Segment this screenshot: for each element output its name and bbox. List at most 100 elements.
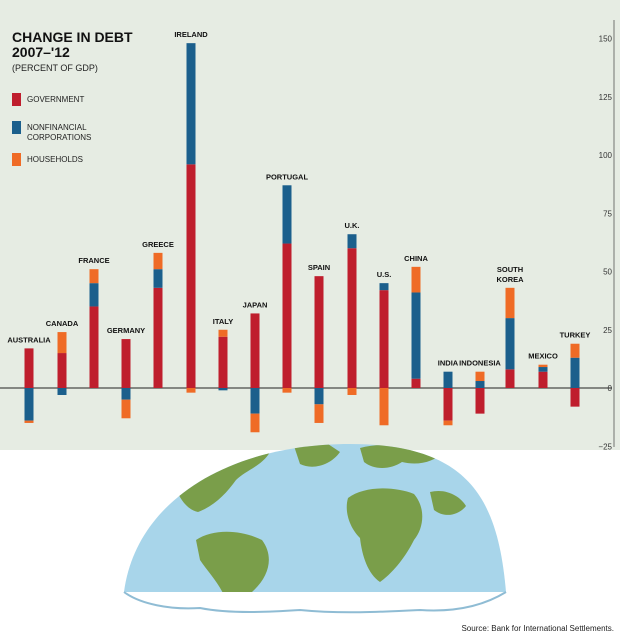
y-tick-label-150: 150 — [599, 35, 613, 44]
bar-segment-government-0 — [24, 348, 34, 388]
bar-segment-households-1 — [57, 332, 67, 354]
bar-segment-households-13 — [443, 420, 453, 426]
bar-segment-households-5 — [186, 388, 196, 393]
bar-segment-households-0 — [24, 420, 34, 423]
legend-label-corporations: NONFINANCIAL CORPORATIONS — [27, 123, 92, 142]
continent-south-america — [196, 531, 269, 592]
country-label-12-0: CHINA — [404, 254, 428, 263]
country-label-15-1: KOREA — [496, 275, 524, 284]
country-label-10-0: U.K. — [345, 221, 360, 230]
legend-swatch-households — [12, 153, 21, 166]
chart-title: CHANGE IN DEBT 2007–'12 — [12, 30, 133, 60]
country-label-7-0: JAPAN — [243, 300, 268, 309]
bar-segment-households-10 — [347, 388, 357, 395]
bar-segment-households-14 — [475, 371, 485, 382]
bar-segment-nonfinancial-7 — [250, 388, 260, 414]
country-label-17-0: TURKEY — [560, 331, 591, 340]
bar-segment-government-4 — [153, 287, 163, 388]
country-label-15-0: SOUTH — [497, 265, 523, 274]
legend-label-government: GOVERNMENT — [27, 95, 85, 104]
bar-segment-nonfinancial-15 — [505, 318, 515, 370]
bar-segment-nonfinancial-3 — [121, 388, 131, 400]
country-label-5-0: IRELAND — [174, 30, 208, 39]
bar-segment-nonfinancial-13 — [443, 371, 453, 388]
bar-segment-government-17 — [570, 388, 580, 407]
chart-subtitle: (PERCENT OF GDP) — [12, 63, 98, 73]
country-labels-layer: AUSTRALIA CANADA FRANCE GERMANY GREECE IRELAN… — [7, 30, 590, 368]
y-tick-label-0: 0 — [608, 384, 613, 393]
bar-segment-nonfinancial-11 — [379, 283, 389, 291]
bar-segment-households-6 — [218, 329, 228, 337]
bar-segment-government-16 — [538, 371, 548, 388]
country-label-11-0: U.S. — [377, 270, 392, 279]
bar-segment-nonfinancial-8 — [282, 185, 292, 244]
country-label-3-0: GERMANY — [107, 326, 145, 335]
country-label-8-0: PORTUGAL — [266, 172, 309, 181]
country-label-2-0: FRANCE — [78, 256, 109, 265]
bar-segment-nonfinancial-12 — [411, 292, 421, 379]
bar-segment-government-12 — [411, 378, 421, 388]
title-line-1: CHANGE IN DEBT — [12, 29, 133, 45]
bar-segment-nonfinancial-1 — [57, 388, 67, 395]
bar-segment-households-2 — [89, 269, 99, 284]
bar-segment-nonfinancial-5 — [186, 43, 196, 165]
bar-segment-nonfinancial-2 — [89, 283, 99, 307]
bar-segment-households-17 — [570, 343, 580, 358]
country-label-13-0: INDIA — [438, 359, 459, 368]
bar-segment-nonfinancial-17 — [570, 357, 580, 388]
bar-segment-nonfinancial-10 — [347, 234, 357, 249]
bar-segment-households-3 — [121, 399, 131, 419]
country-label-1-0: CANADA — [46, 319, 79, 328]
bar-segment-nonfinancial-0 — [24, 388, 34, 421]
country-label-14-0: INDONESIA — [459, 359, 501, 368]
bar-segment-nonfinancial-6 — [218, 388, 228, 391]
bar-segment-households-11 — [379, 388, 389, 426]
bar-segment-government-1 — [57, 353, 67, 388]
debt-bar-chart: −25 0 25 50 75 100 125 150 AUSTRALIA CANADA FRANC… — [0, 20, 615, 451]
bar-segment-households-7 — [250, 413, 260, 433]
bar-segment-government-3 — [121, 339, 131, 388]
country-label-0-0: AUSTRALIA — [7, 335, 51, 344]
bar-segment-government-5 — [186, 164, 196, 388]
y-tick-label-25: 25 — [603, 326, 612, 335]
country-label-4-0: GREECE — [142, 240, 174, 249]
bar-segment-government-8 — [282, 243, 292, 388]
globe-cloth-fold — [123, 591, 507, 614]
country-label-16-0: MEXICO — [528, 352, 558, 361]
bar-segment-households-8 — [282, 388, 292, 393]
y-tick-label-75: 75 — [603, 209, 612, 218]
bar-segment-nonfinancial-14 — [475, 381, 485, 388]
country-label-6-0: ITALY — [213, 317, 233, 326]
y-ticks-layer: −25 0 25 50 75 100 125 150 — [598, 35, 612, 451]
continent-africa — [346, 488, 423, 582]
chart-panel — [0, 0, 620, 450]
bar-segment-households-9 — [314, 404, 324, 423]
y-tick-label-125: 125 — [599, 93, 613, 102]
continent-arabia — [430, 490, 466, 515]
legend-label-households: HOUSEHOLDS — [27, 155, 84, 164]
bar-segment-households-4 — [153, 252, 163, 270]
title-line-2: 2007–'12 — [12, 44, 70, 60]
bar-segment-households-15 — [505, 287, 515, 319]
continent-greenland — [294, 444, 340, 467]
bar-segment-government-9 — [314, 276, 324, 388]
y-tick-label-100: 100 — [599, 151, 613, 160]
legend-swatch-corporations — [12, 121, 21, 134]
bar-segment-government-7 — [250, 313, 260, 388]
bar-segment-government-15 — [505, 369, 515, 388]
bar-segment-nonfinancial-16 — [538, 367, 548, 372]
bars-layer — [24, 43, 580, 433]
bar-segment-government-6 — [218, 336, 228, 388]
bar-segment-nonfinancial-9 — [314, 388, 324, 405]
source-note: Source: Bank for International Settlemen… — [461, 624, 614, 633]
bar-segment-government-10 — [347, 248, 357, 388]
bar-segment-households-16 — [538, 364, 548, 368]
globe-illustration — [123, 444, 507, 614]
bar-segment-households-12 — [411, 266, 421, 293]
y-tick-label--25: −25 — [598, 442, 612, 450]
bar-segment-government-13 — [443, 388, 453, 421]
bar-segment-nonfinancial-4 — [153, 269, 163, 288]
bar-segment-government-14 — [475, 388, 485, 414]
bar-segment-government-11 — [379, 290, 389, 388]
bar-segment-government-2 — [89, 306, 99, 388]
